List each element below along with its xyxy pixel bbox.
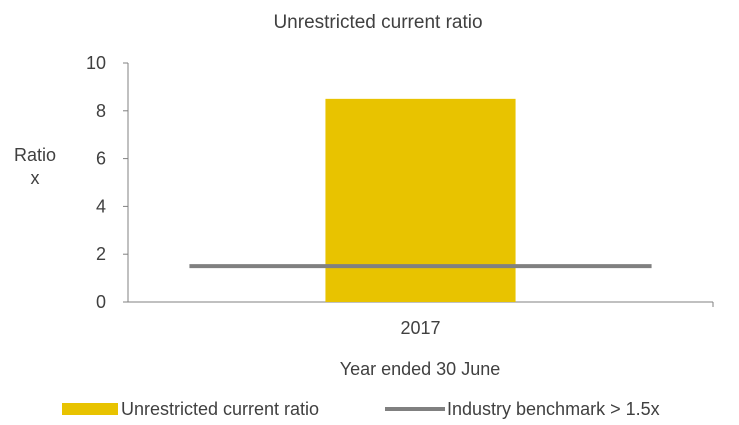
y-axis-label-line: Ratio xyxy=(13,145,57,165)
bar xyxy=(325,98,516,302)
y-tick-label: 10 xyxy=(86,53,106,73)
x-axis-label: Year ended 30 June xyxy=(340,359,500,379)
y-axis-label-line: x xyxy=(30,168,40,188)
x-tick-labels: 2017 xyxy=(400,318,440,338)
legend-swatch-bar xyxy=(62,403,118,415)
y-tick-label: 2 xyxy=(96,244,106,264)
y-tick-label: 8 xyxy=(96,101,106,121)
y-tick-label: 0 xyxy=(96,292,106,312)
x-tick-label: 2017 xyxy=(400,318,440,338)
y-tick-label: 6 xyxy=(96,149,106,169)
legend-label: Industry benchmark > 1.5x xyxy=(447,399,660,419)
legend: Unrestricted current ratio Industry bench… xyxy=(62,399,660,419)
axes: 0 2 4 6 8 10 xyxy=(86,53,714,312)
y-axis-label: Ratio x xyxy=(12,144,58,190)
data-marks xyxy=(189,98,652,302)
y-tick-label: 4 xyxy=(96,196,106,216)
legend-label: Unrestricted current ratio xyxy=(121,399,319,419)
chart-title: Unrestricted current ratio xyxy=(273,12,482,33)
